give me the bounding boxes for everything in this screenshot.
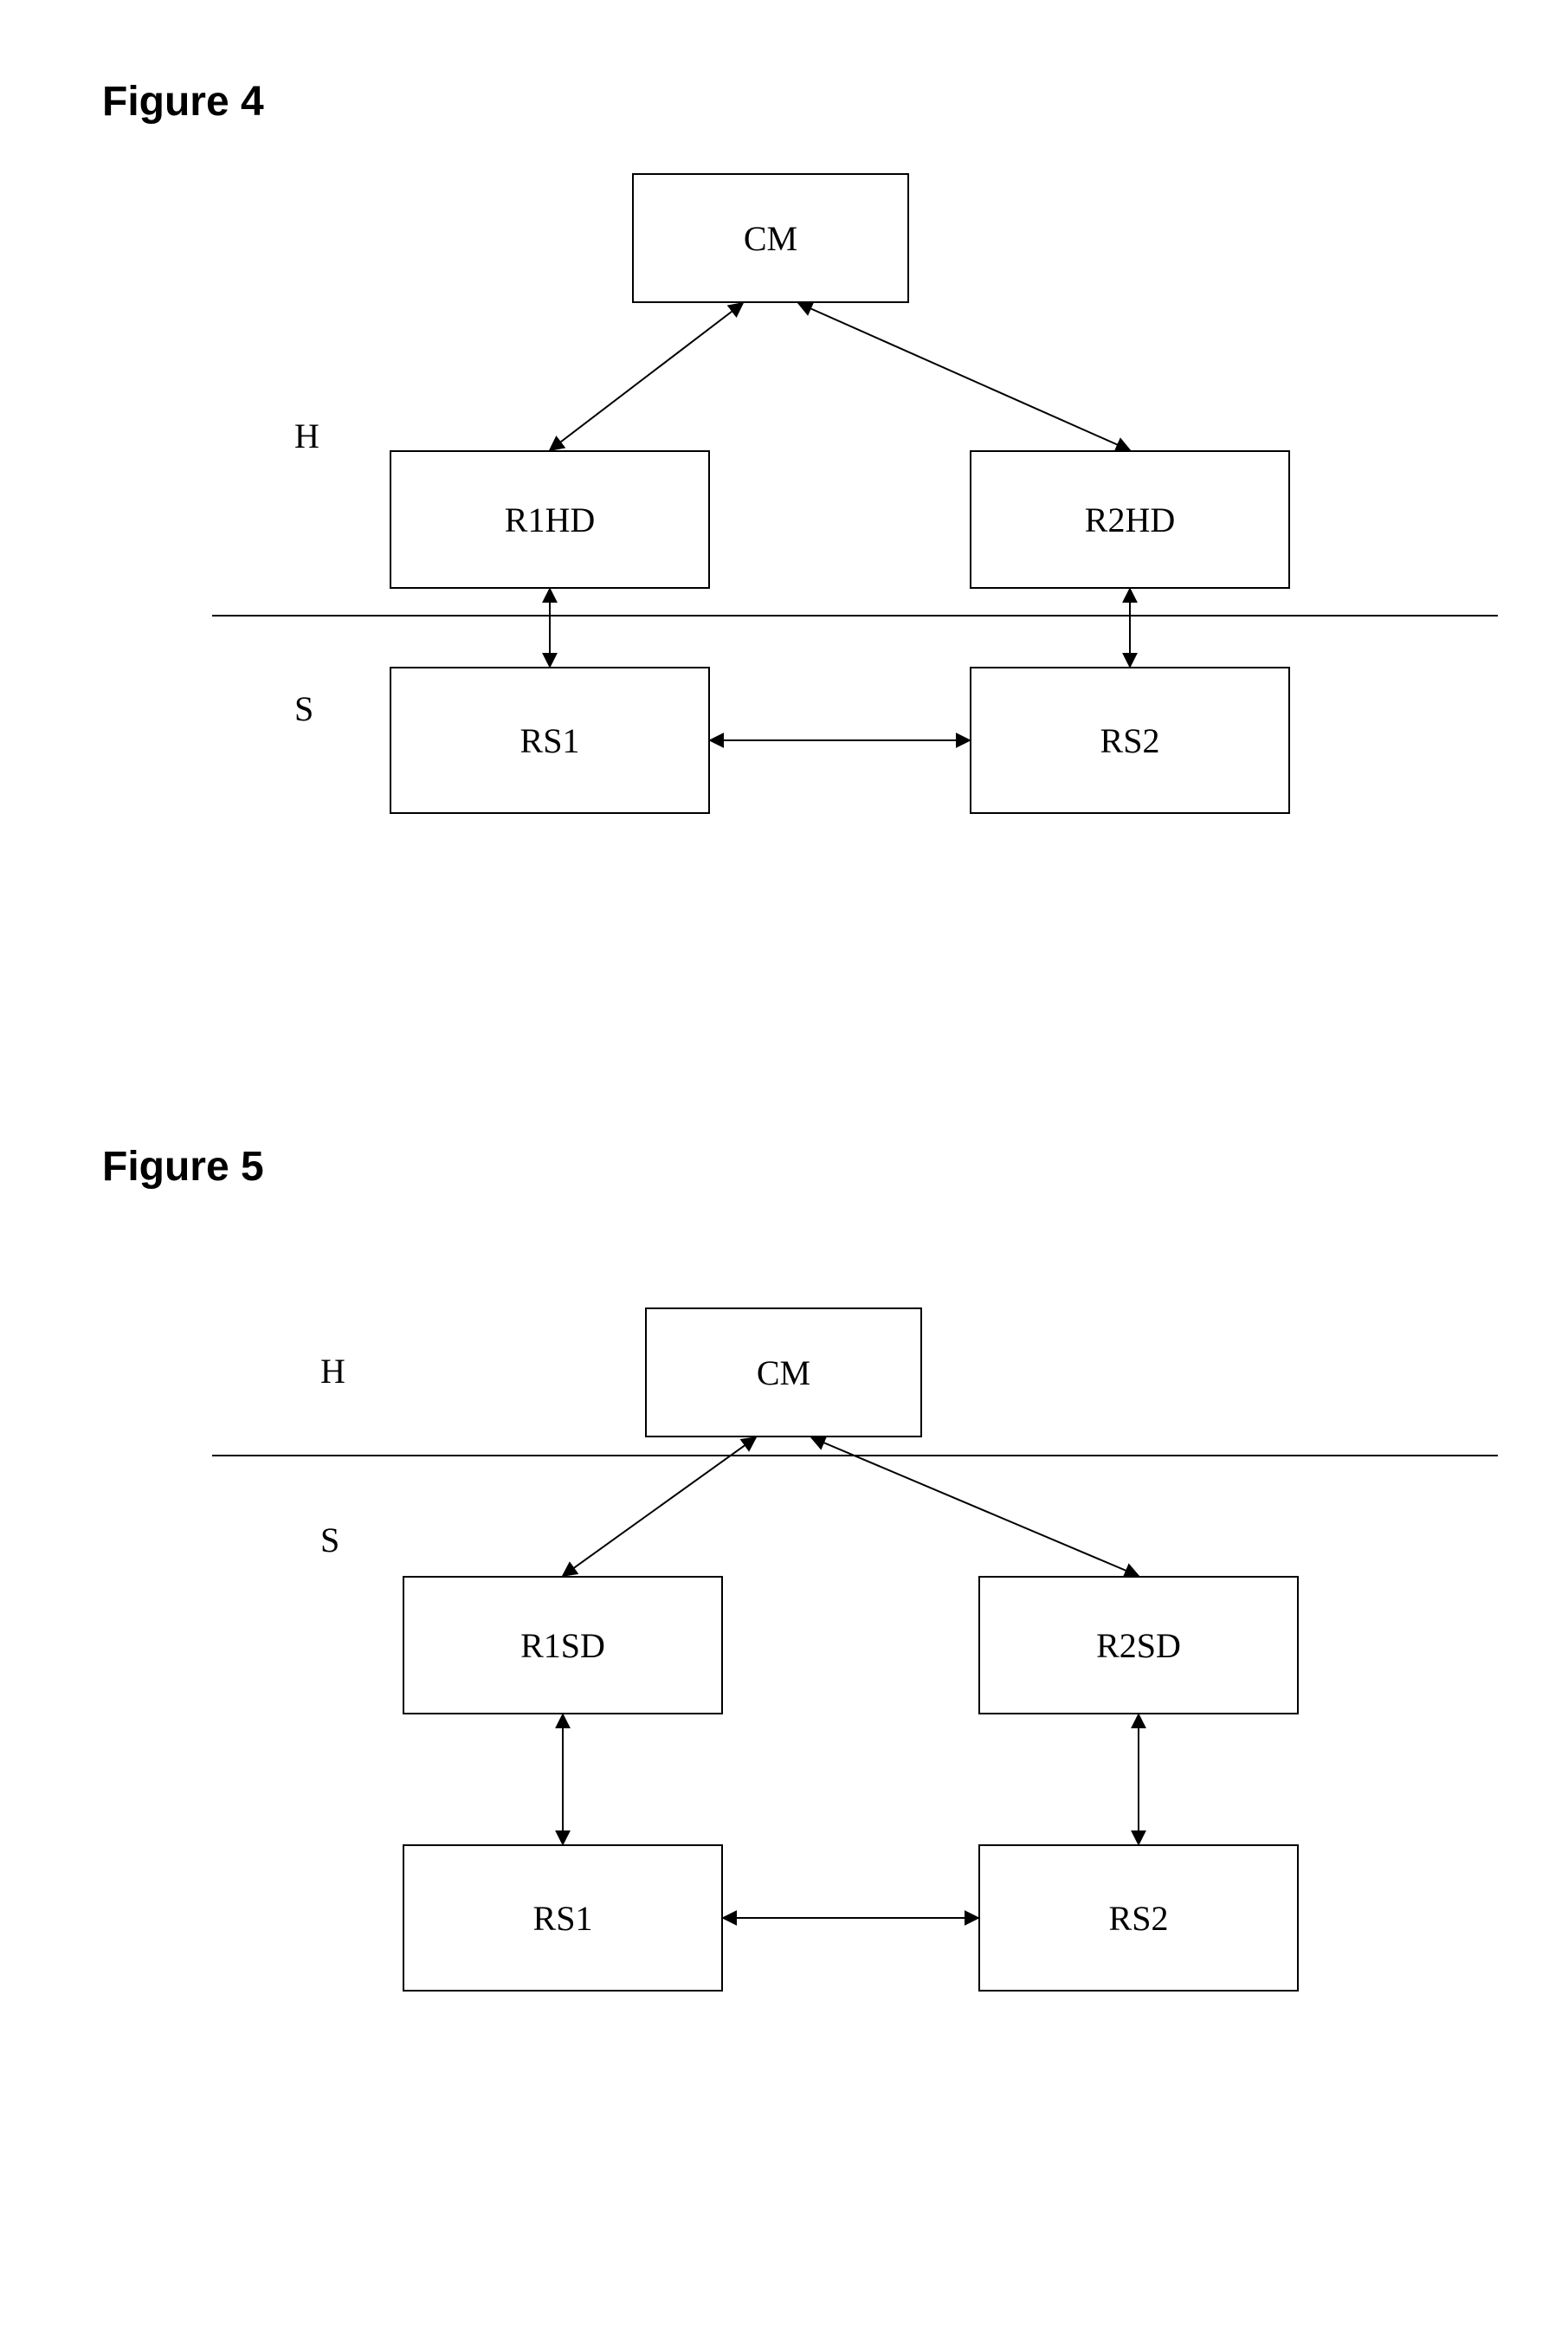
figure4-divider xyxy=(212,615,1498,617)
figure5-node-r2sd: R2SD xyxy=(978,1576,1299,1714)
figure4-node-rs1-label: RS1 xyxy=(520,720,580,761)
figure5-label-s: S xyxy=(320,1520,339,1560)
figure4-node-cm: CM xyxy=(632,173,909,303)
figure4-node-r2hd-label: R2HD xyxy=(1085,500,1175,540)
figure5-node-rs1-label: RS1 xyxy=(533,1898,593,1939)
figure4-node-r1hd-label: R1HD xyxy=(505,500,595,540)
figure5-node-r2sd-label: R2SD xyxy=(1096,1625,1181,1666)
figure5-node-cm-label: CM xyxy=(757,1353,810,1393)
figure4-title: Figure 4 xyxy=(102,78,264,126)
figure5-divider xyxy=(212,1455,1498,1456)
figure5-node-r1sd-label: R1SD xyxy=(520,1625,605,1666)
figure5-title: Figure 5 xyxy=(102,1143,264,1191)
figure5-label-h: H xyxy=(320,1351,345,1391)
figure5-node-rs2-label: RS2 xyxy=(1109,1898,1169,1939)
figure4-label-s: S xyxy=(294,688,313,729)
figure4-node-r2hd: R2HD xyxy=(970,450,1290,589)
figure5-node-rs2: RS2 xyxy=(978,1844,1299,1992)
figure4-node-cm-label: CM xyxy=(744,218,797,259)
figure4-label-h: H xyxy=(294,416,319,456)
page: Figure 4 H S CM R1HD R2HD RS1 RS2 Figure… xyxy=(0,0,1568,2350)
figure5-node-r1sd: R1SD xyxy=(403,1576,723,1714)
figure4-node-rs2: RS2 xyxy=(970,667,1290,814)
figure4-node-rs1: RS1 xyxy=(390,667,710,814)
figure5-node-cm: CM xyxy=(645,1307,922,1437)
figure4-node-rs2-label: RS2 xyxy=(1100,720,1160,761)
figure4-node-r1hd: R1HD xyxy=(390,450,710,589)
figure5-node-rs1: RS1 xyxy=(403,1844,723,1992)
